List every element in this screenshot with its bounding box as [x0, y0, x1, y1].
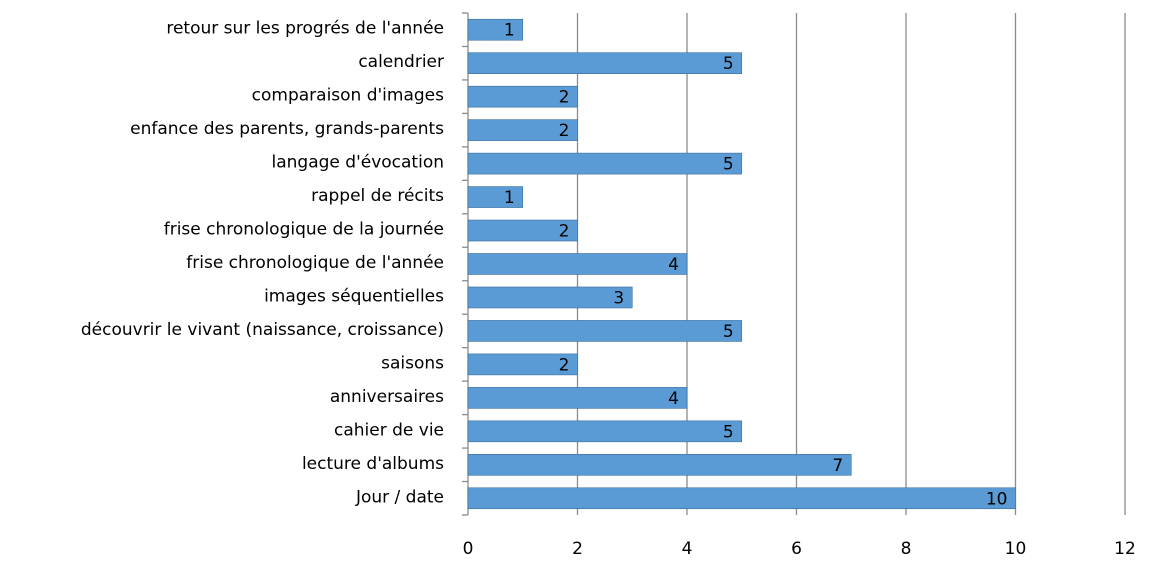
bar	[467, 387, 688, 409]
data-label: 2	[559, 222, 570, 242]
y-tick-label: calendrier	[358, 52, 444, 72]
y-tick-label: Jour / date	[355, 487, 444, 507]
y-tick-label: lecture d'albums	[302, 454, 444, 474]
y-tick-label: langage d'évocation	[272, 153, 445, 173]
data-label: 4	[668, 255, 679, 275]
x-tick-label: 8	[901, 539, 912, 559]
data-label: 5	[723, 422, 734, 442]
data-label: 1	[504, 188, 515, 208]
data-label: 2	[559, 355, 570, 375]
bar	[467, 453, 852, 476]
y-tick-label: frise chronologique de l'année	[186, 253, 444, 273]
data-label: 5	[723, 54, 734, 74]
bar	[467, 487, 1016, 510]
x-tick-label: 2	[572, 539, 583, 559]
bar	[467, 320, 743, 342]
bar	[467, 152, 743, 175]
data-label: 2	[559, 88, 570, 108]
y-tick-label: comparaison d'images	[252, 86, 444, 106]
data-label: 5	[723, 155, 734, 175]
bar	[467, 18, 524, 41]
data-label: 2	[559, 121, 570, 141]
bar	[467, 286, 633, 309]
x-tick-label: 6	[791, 539, 802, 559]
y-tick-label: retour sur les progrés de l'année	[166, 19, 444, 39]
bar	[467, 219, 578, 242]
data-label: 10	[986, 489, 1008, 509]
bar	[467, 52, 743, 75]
bar	[467, 353, 578, 376]
bar	[467, 85, 578, 108]
y-tick-label: anniversaires	[330, 387, 444, 407]
x-tick-label: 4	[682, 539, 693, 559]
bar	[467, 253, 688, 275]
data-label: 1	[504, 21, 515, 41]
data-label: 3	[613, 288, 624, 308]
data-label: 4	[668, 389, 679, 409]
y-tick-label: découvrir le vivant (naissance, croissan…	[81, 320, 444, 340]
y-tick-label: saisons	[381, 353, 444, 373]
y-tick-label: frise chronologique de la journée	[164, 220, 444, 240]
x-tick-label: 12	[1114, 539, 1136, 559]
y-tick-label: enfance des parents, grands-parents	[130, 119, 444, 139]
x-tick-label: 0	[463, 539, 474, 559]
y-tick-label: rappel de récits	[311, 186, 444, 206]
data-label: 7	[832, 456, 843, 476]
bar	[467, 186, 524, 208]
data-label: 5	[723, 322, 734, 342]
bar	[467, 420, 743, 443]
y-tick-label: images séquentielles	[264, 286, 444, 306]
bar	[467, 119, 578, 141]
x-tick-label: 10	[1005, 539, 1027, 559]
y-tick-label: cahier de vie	[334, 420, 444, 440]
